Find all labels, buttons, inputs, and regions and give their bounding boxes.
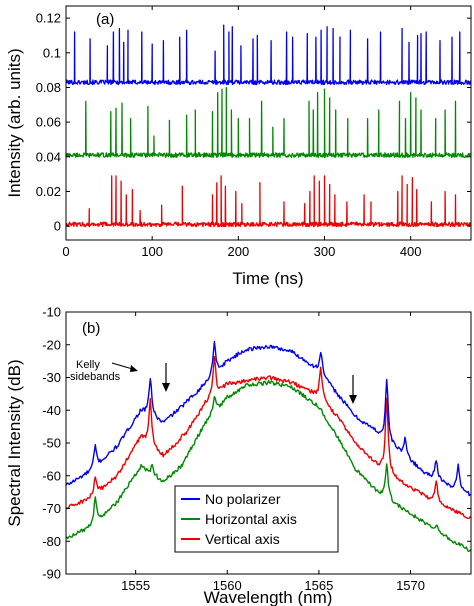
panel-b-series-line-green <box>65 379 472 552</box>
panel-b-y-tick-label: -40 <box>42 403 61 418</box>
panel-b-y-axis-label: Spectral Intensity (dB) <box>5 359 24 526</box>
kelly-arrow-head-3 <box>349 395 357 404</box>
panel-a-series-line-red <box>65 175 472 228</box>
panel-a-y-tick-label: 0.08 <box>36 80 61 95</box>
panel-a-y-tick-label: 0.1 <box>43 45 61 60</box>
panel-a-y-tick-label: 0.02 <box>36 184 61 199</box>
panel-a-y-tick-label: 0.12 <box>36 11 61 26</box>
panel-b-x-tick-label: 1555 <box>121 578 150 593</box>
legend: No polarizer Horizontal axis Vertical ax… <box>174 485 339 553</box>
panel-b-y-tick-label: -60 <box>42 468 61 483</box>
legend-no-polarizer: No polarizer <box>205 491 281 507</box>
panel-a-x-tick-label: 400 <box>400 244 422 259</box>
panel-b-series-line-red <box>65 355 472 520</box>
panel-b-y-tick-label: -70 <box>42 501 61 516</box>
panel-a-series-line-blue <box>65 24 472 86</box>
panel-a-x-tick-label: 200 <box>227 244 249 259</box>
kelly-arrow-head-2 <box>162 383 170 392</box>
panel-a-x-tick-label: 100 <box>141 244 163 259</box>
legend-box <box>174 485 339 553</box>
panel-a-series-line-green <box>65 86 472 158</box>
panel-a-y-tick-label: 0 <box>54 219 61 234</box>
panel-a-y-axis-label: Intensity (arb. units) <box>5 48 24 197</box>
panel-a-x-tick-label: 300 <box>314 244 336 259</box>
legend-vertical-axis: Vertical axis <box>205 531 280 547</box>
panel-a-time-trace: 0 100 200 300 400 0 0.02 0.04 0.06 0.08 0.1 0.12 (a… <box>5 5 472 288</box>
panel-a-label: (a) <box>96 11 114 28</box>
panel-b-x-tick-label: 1570 <box>396 578 425 593</box>
panel-b-x-axis-label: Wavelength (nm) <box>204 588 333 606</box>
panel-b-series-line-blue <box>65 340 472 497</box>
panel-b-series <box>65 340 472 552</box>
panel-b-x-tick-label: 1560 <box>213 578 242 593</box>
panel-b-y-tick-label: -30 <box>42 370 61 385</box>
kelly-annotation-line: Kelly <box>76 359 100 371</box>
panel-a-x-tick-label: 0 <box>62 244 69 259</box>
panel-a-series <box>65 24 472 228</box>
panel-b-y-tick-label: -90 <box>42 567 61 582</box>
kelly-sidebands-annotation: Kelly sidebands <box>70 359 121 383</box>
panel-b-x-tick-label: 1565 <box>304 578 333 593</box>
legend-horizontal-axis: Horizontal axis <box>205 511 297 527</box>
panel-a-frame <box>65 5 472 241</box>
kelly-arrow-head-1 <box>130 365 138 372</box>
panel-b-ticks: 1555 1560 1565 1570 -90 -80 -70 -60 -50 -40 -30 -20… <box>42 305 471 593</box>
panel-b-y-tick-label: -20 <box>42 337 61 352</box>
panel-a-y-tick-label: 0.04 <box>36 149 61 164</box>
panel-a-ticks: 0 100 200 300 400 0 0.02 0.04 0.06 0.08 0.1 0.12 <box>36 6 471 259</box>
panel-b-spectrum: 1555 1560 1565 1570 -90 -80 -70 -60 -50 -40 -30 -20… <box>5 305 472 606</box>
panel-b-y-tick-label: -50 <box>42 436 61 451</box>
panel-a-x-axis-label: Time (ns) <box>232 269 303 288</box>
panel-b-label: (b) <box>82 320 100 337</box>
kelly-annotation-line: sidebands <box>70 371 121 383</box>
panel-b-y-tick-label: -80 <box>42 534 61 549</box>
panel-a-y-tick-label: 0.06 <box>36 115 61 130</box>
panel-b-y-tick-label: -10 <box>42 305 61 320</box>
